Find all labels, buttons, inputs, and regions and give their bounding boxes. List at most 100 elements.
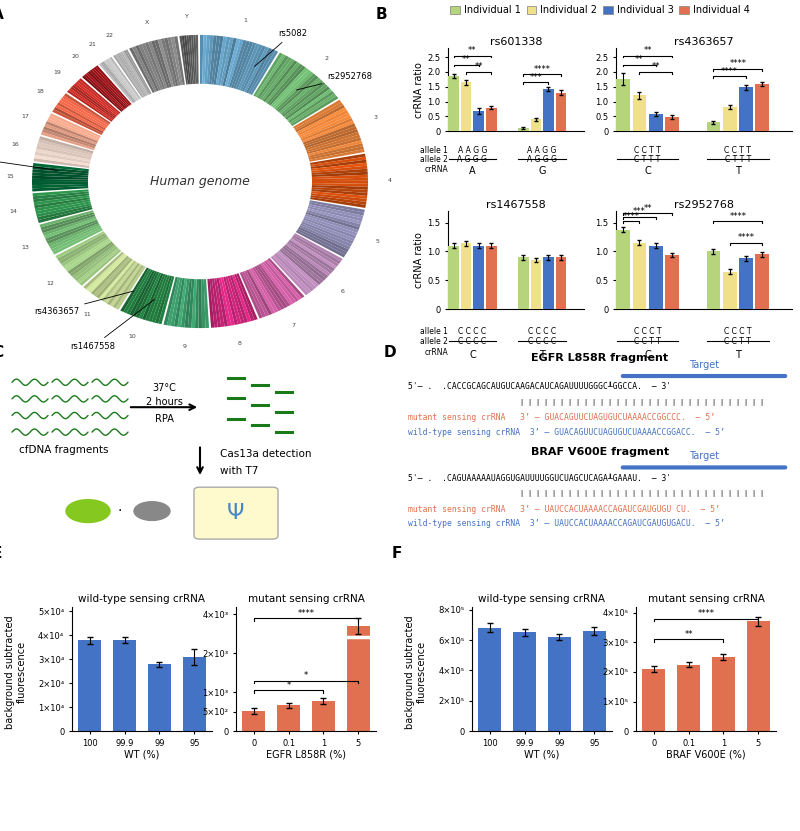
Polygon shape (198, 279, 202, 328)
Polygon shape (101, 62, 134, 103)
Polygon shape (270, 256, 309, 295)
Bar (478, 628, 501, 731)
Text: Target: Target (689, 451, 719, 461)
Circle shape (66, 499, 110, 523)
Text: **: ** (651, 62, 660, 71)
Text: C C T T: C C T T (725, 146, 751, 155)
Polygon shape (50, 113, 101, 138)
Text: 22: 22 (106, 33, 114, 38)
Text: | | | | | | | | | | | | | | | | | | | | | | | | | | | | | | |: | | | | | | | | | | | | | | | | | | | | … (520, 399, 764, 406)
X-axis label: BRAF V600E (%): BRAF V600E (%) (666, 750, 746, 760)
Polygon shape (306, 135, 360, 152)
Polygon shape (36, 145, 91, 160)
Polygon shape (299, 113, 350, 137)
Polygon shape (44, 124, 97, 145)
Bar (706, 252, 720, 309)
Polygon shape (306, 210, 361, 227)
Bar (723, 107, 737, 131)
FancyBboxPatch shape (194, 487, 278, 539)
Polygon shape (191, 279, 197, 328)
Bar (530, 260, 542, 309)
Polygon shape (32, 173, 88, 178)
Text: allele 1: allele 1 (420, 327, 448, 336)
Polygon shape (43, 126, 96, 146)
Polygon shape (312, 183, 368, 187)
Polygon shape (311, 165, 367, 173)
Polygon shape (90, 70, 128, 108)
Polygon shape (301, 118, 353, 141)
Polygon shape (256, 265, 287, 308)
Polygon shape (35, 199, 90, 211)
X-axis label: EGFR L858R (%): EGFR L858R (%) (266, 750, 346, 760)
Polygon shape (122, 51, 149, 95)
Polygon shape (104, 61, 137, 101)
Polygon shape (286, 89, 332, 121)
Text: ****: **** (730, 212, 746, 221)
Bar (448, 246, 459, 309)
Polygon shape (59, 234, 107, 264)
Polygon shape (227, 39, 243, 87)
Polygon shape (223, 277, 238, 325)
Polygon shape (218, 278, 231, 326)
Text: C C C T: C C C T (724, 327, 751, 336)
Text: A A G G: A A G G (458, 146, 487, 155)
Polygon shape (115, 54, 145, 97)
Polygon shape (74, 247, 118, 281)
Polygon shape (120, 268, 149, 312)
Polygon shape (151, 41, 170, 88)
Text: T: T (735, 351, 741, 361)
Bar (448, 76, 459, 131)
Polygon shape (117, 53, 146, 96)
Polygon shape (96, 258, 133, 298)
Polygon shape (178, 278, 187, 327)
Polygon shape (273, 254, 311, 293)
Polygon shape (290, 93, 336, 125)
Bar (556, 93, 566, 131)
Polygon shape (82, 76, 122, 112)
Polygon shape (72, 245, 116, 279)
Polygon shape (110, 264, 142, 307)
Polygon shape (158, 276, 174, 324)
Polygon shape (42, 214, 95, 234)
Polygon shape (145, 42, 166, 89)
Text: background subtracted
fluorescence: background subtracted fluorescence (405, 615, 427, 729)
Polygon shape (39, 136, 94, 154)
Polygon shape (231, 41, 250, 88)
Text: ****: **** (738, 234, 754, 242)
Text: cfDNA fragments: cfDNA fragments (19, 445, 109, 455)
Polygon shape (75, 81, 118, 116)
Text: crRNA: crRNA (424, 348, 448, 357)
Text: 9: 9 (182, 344, 186, 349)
Text: rs601338: rs601338 (0, 152, 58, 170)
Title: rs1467558: rs1467558 (486, 200, 546, 210)
Polygon shape (46, 121, 98, 143)
Polygon shape (206, 35, 214, 84)
Polygon shape (294, 102, 343, 130)
Polygon shape (32, 170, 88, 175)
Polygon shape (242, 46, 266, 91)
Text: allele 2: allele 2 (420, 337, 448, 346)
Text: 2: 2 (325, 56, 329, 61)
Text: 11: 11 (83, 312, 91, 317)
Bar (633, 243, 646, 309)
Text: **: ** (474, 62, 483, 71)
Text: 20: 20 (71, 54, 79, 59)
Text: 14: 14 (10, 209, 17, 214)
Polygon shape (264, 260, 299, 302)
Polygon shape (279, 77, 321, 114)
Polygon shape (263, 61, 298, 102)
Polygon shape (222, 38, 237, 86)
Polygon shape (86, 72, 125, 110)
Polygon shape (58, 100, 107, 129)
Polygon shape (124, 50, 150, 95)
Polygon shape (136, 272, 159, 318)
Polygon shape (286, 243, 330, 276)
Bar (183, 657, 206, 731)
Text: Human genome: Human genome (150, 175, 250, 188)
Polygon shape (142, 273, 163, 320)
Polygon shape (46, 219, 98, 241)
Polygon shape (272, 70, 311, 108)
Polygon shape (288, 91, 334, 123)
Polygon shape (99, 63, 134, 103)
Polygon shape (225, 38, 240, 86)
